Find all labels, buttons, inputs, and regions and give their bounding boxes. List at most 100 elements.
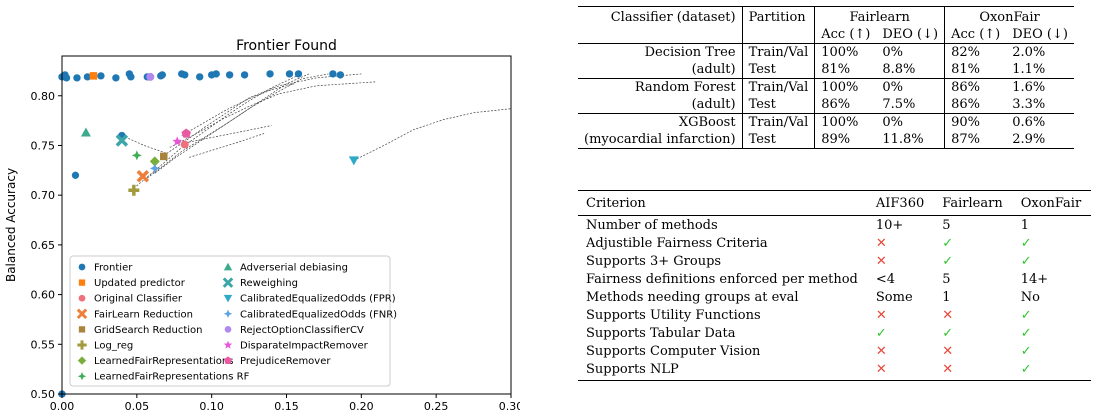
frontier-chart: Frontier Found Frontier Updated predictor O… [4, 38, 520, 413]
fairlearn-cell: ✕ [942, 308, 954, 323]
legend-label: Original Classifier [94, 294, 183, 305]
oxonfair-cell: ✓ [1020, 254, 1032, 269]
classifier-cell: (adult) [578, 61, 743, 79]
fairlearn-deo-cell: 0% [882, 115, 903, 130]
data-point-learnedfairrepresentations-rf [131, 150, 142, 161]
table-row: Number of methods 10+ 5 1 [578, 216, 1091, 235]
y-tick-label: 0.60 [31, 289, 56, 302]
y-tick-label: 0.80 [31, 90, 56, 103]
data-point-gridsearch-reduction [160, 152, 168, 161]
header-aif360: AIF360 [867, 190, 935, 216]
legend-label: CalibratedEqualizedOdds (FPR) [240, 294, 396, 305]
legend-marker [77, 356, 87, 365]
legend-label: Updated predictor [94, 278, 186, 289]
legend-label: FairLearn Reduction [94, 309, 193, 320]
fairlearn-cell: ✕ [942, 344, 954, 359]
classifier-cell: Random Forest [578, 78, 743, 96]
frontier-point [240, 71, 249, 79]
legend-label: PrejudiceRemover [240, 356, 331, 367]
frontier-point [73, 74, 81, 82]
criterion-cell: Adjustible Fairness Criteria [586, 236, 768, 251]
data-point-calibratedequalizedodds-fpr- [348, 156, 359, 166]
oxonfair-acc-cell: 81% [944, 61, 1007, 79]
header-fairlearn-lib: Fairlearn [934, 190, 1013, 216]
legend [69, 255, 391, 387]
legend-box [69, 255, 391, 387]
frontier-point [266, 70, 274, 78]
table-row: Supports Utility Functions ✕ ✕ ✓ [578, 306, 1091, 324]
fairlearn-acc-cell: 86% [814, 96, 877, 114]
table1-body: Decision Tree Train/Val 100% 0% 82% 2.0% (adul… [578, 43, 1074, 149]
frontier-curve [121, 135, 167, 154]
criterion-cell: Supports Tabular Data [586, 326, 736, 341]
oxonfair-cell: 1 [1020, 218, 1029, 233]
oxonfair-acc-cell: 82% [951, 45, 981, 60]
oxonfair-cell: 14+ [1020, 272, 1049, 287]
classifier-comparison-table: Classifier (dataset) Partition Fairlearn… [578, 6, 1074, 149]
oxonfair-deo-cell: 2.0% [1012, 45, 1046, 60]
data-point-fairlearn-reduction [136, 170, 150, 183]
aif360-cell: 10+ [875, 218, 904, 233]
table-row: Adjustible Fairness Criteria ✕ ✓ ✓ [578, 234, 1091, 252]
legend-marker [224, 356, 232, 364]
table-row: Methods needing groups at eval Some 1 No [578, 288, 1091, 306]
separator [944, 78, 945, 96]
legend-marker [78, 263, 86, 271]
x-tick-label: 0.15 [274, 400, 299, 413]
fairlearn-deo-cell: 8.8% [876, 61, 945, 79]
table-row: (adult) Test 86% 7.5% 86% 3.3% [578, 96, 1074, 114]
data-point-adverserial-debiasing [80, 127, 91, 137]
frontier-curve [144, 73, 329, 181]
x-tick-label: 0.25 [424, 400, 449, 413]
frontier-point [225, 71, 234, 79]
legend-marker [223, 340, 233, 349]
legend-label: CalibratedEqualizedOdds (FNR) [240, 309, 397, 320]
x-tick-label: 0.00 [50, 400, 75, 413]
header-ox-acc: Acc (↑) [944, 26, 1007, 44]
oxonfair-cell: ✓ [1020, 326, 1032, 341]
frontier-point [181, 71, 189, 79]
header-ox-deo: DEO (↓) [1006, 26, 1074, 44]
criterion-cell: Supports NLP [578, 360, 868, 381]
frontier-point [71, 171, 80, 179]
aif360-cell: <4 [875, 272, 896, 287]
fairlearn-cell: ✓ [942, 236, 954, 251]
frontier-curve [181, 125, 272, 144]
frontier-curve [353, 108, 512, 161]
fairlearn-cell: 5 [942, 272, 951, 287]
table-row: XGBoost Train/Val 100% 0% 90% 0.6% [578, 113, 1074, 131]
data-point-updated-predictor [89, 72, 98, 80]
table-row: Supports NLP ✕ ✕ ✓ [578, 360, 1092, 381]
aif360-cell: ✓ [875, 326, 887, 341]
y-tick-label: 0.70 [31, 189, 56, 202]
table-row: (myocardial infarction) Test 89% 11.8% 87% 2.… [578, 131, 1074, 149]
fairlearn-acc-cell: 100% [821, 115, 859, 130]
criterion-cell: Supports Utility Functions [586, 308, 761, 323]
data-point-rejectoptionclassifiercv [146, 72, 155, 81]
library-comparison-table: Criterion AIF360 Fairlearn OxonFair Numb… [578, 190, 1092, 381]
header-classifier: Classifier (dataset) [578, 6, 743, 26]
data-point-prejudiceremover [181, 128, 191, 138]
partition-cell: Train/Val [742, 113, 816, 131]
legend-marker [223, 262, 233, 271]
oxonfair-acc-cell: 87% [944, 131, 1007, 149]
legend-label: Log_reg [94, 341, 133, 352]
fairlearn-deo-cell: 0% [882, 80, 903, 95]
legend-label: Reweighing [240, 278, 298, 289]
frontier-curve [169, 81, 377, 148]
fairlearn-cell: ✓ [942, 326, 954, 341]
table-row: Supports Computer Vision ✕ ✕ ✓ [578, 342, 1091, 360]
aif360-cell: ✕ [875, 308, 887, 323]
oxonfair-cell: No [1020, 290, 1040, 305]
legend-marker [78, 326, 86, 333]
legend-marker [224, 326, 232, 333]
classifier-cell: (myocardial infarction) [578, 131, 743, 149]
criterion-cell: Methods needing groups at eval [586, 290, 799, 305]
header-criterion: Criterion [578, 190, 868, 216]
fairlearn-deo-cell: 11.8% [876, 131, 945, 149]
header-oxonfair-lib: OxonFair [1012, 190, 1092, 216]
frontier-point [196, 73, 204, 81]
header-fairlearn: Fairlearn [814, 6, 945, 26]
legend-marker [78, 294, 86, 302]
oxonfair-deo-cell: 2.9% [1006, 131, 1074, 149]
